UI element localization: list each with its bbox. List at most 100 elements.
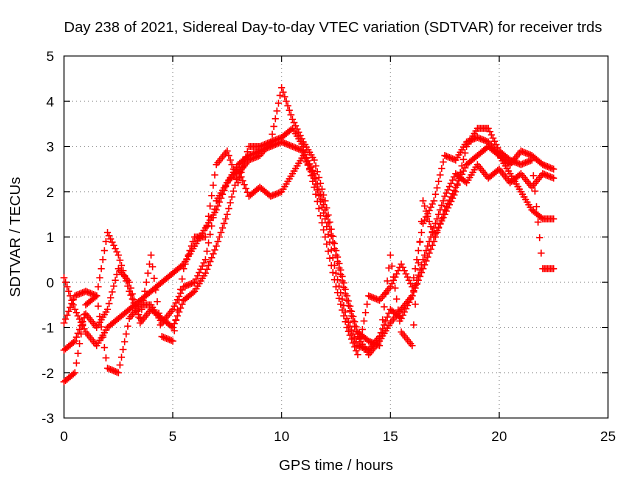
data-point — [338, 306, 346, 314]
data-point — [183, 256, 191, 264]
data-point — [422, 257, 430, 265]
data-point — [444, 204, 452, 212]
data-point — [344, 297, 352, 305]
data-point — [318, 185, 326, 193]
y-tick-label: 3 — [46, 139, 54, 155]
data-point — [116, 361, 124, 369]
data-point — [273, 107, 281, 115]
data-point — [335, 294, 343, 302]
data-point — [118, 353, 126, 361]
data-point — [416, 266, 424, 274]
data-point — [102, 354, 110, 362]
data-point — [181, 260, 189, 268]
data-point — [421, 216, 429, 224]
data-point — [124, 322, 132, 330]
data-point — [121, 338, 129, 346]
data-point — [76, 325, 84, 333]
data-point — [417, 228, 425, 236]
data-point — [323, 204, 331, 212]
data-point — [268, 130, 276, 138]
y-tick-label: -3 — [42, 410, 55, 426]
data-point — [205, 212, 213, 220]
y-tick-label: 4 — [46, 93, 54, 109]
data-point — [380, 321, 388, 329]
data-point — [170, 320, 178, 328]
data-point — [215, 198, 223, 206]
data-point — [343, 292, 351, 300]
data-point — [435, 223, 443, 231]
data-point — [346, 302, 354, 310]
data-point — [397, 260, 405, 268]
data-point — [388, 262, 396, 270]
data-point — [149, 263, 157, 271]
data-point — [169, 324, 177, 331]
data-point — [104, 228, 112, 236]
data-point — [537, 249, 545, 257]
data-point — [304, 160, 312, 168]
data-point — [455, 175, 463, 183]
data-point — [439, 158, 447, 166]
data-point — [72, 309, 80, 317]
data-point — [536, 234, 544, 242]
data-point — [431, 190, 439, 198]
data-point — [393, 295, 401, 303]
data-point — [363, 300, 371, 308]
data-point — [433, 215, 441, 223]
data-point — [150, 274, 158, 282]
data-point — [118, 261, 126, 269]
data-point — [156, 321, 164, 329]
data-point — [187, 242, 195, 250]
data-point — [430, 233, 438, 241]
data-point — [439, 214, 447, 222]
data-point — [346, 322, 354, 330]
data-point — [228, 193, 236, 201]
data-point — [427, 245, 435, 253]
y-tick-label: -2 — [42, 365, 55, 381]
data-point — [229, 165, 237, 173]
data-point — [72, 333, 80, 341]
data-point — [231, 181, 239, 189]
data-point — [127, 284, 135, 292]
data-point — [461, 177, 469, 185]
data-point — [360, 317, 368, 325]
data-point — [334, 253, 342, 261]
data-point — [94, 302, 102, 310]
data-point — [323, 223, 331, 231]
data-point — [122, 330, 130, 338]
data-point — [394, 267, 402, 275]
data-point — [298, 135, 306, 143]
data-point — [341, 318, 349, 326]
data-point — [352, 323, 360, 331]
data-point — [494, 144, 502, 152]
data-point — [271, 115, 279, 123]
data-point — [175, 308, 183, 316]
data-point — [394, 306, 402, 314]
data-point — [436, 220, 444, 228]
data-point — [316, 212, 324, 220]
data-point — [379, 316, 387, 324]
data-point — [435, 177, 443, 185]
data-point — [337, 266, 345, 274]
x-tick-label: 5 — [169, 428, 177, 444]
data-point — [69, 338, 77, 346]
data-point — [178, 261, 186, 269]
data-point — [334, 289, 342, 297]
data-point — [107, 235, 115, 243]
data-point — [428, 200, 436, 208]
data-point — [340, 302, 348, 310]
data-point — [433, 227, 441, 235]
data-point — [421, 202, 429, 210]
data-point — [330, 239, 338, 247]
data-point — [456, 168, 464, 176]
data-point — [147, 251, 155, 259]
data-point — [189, 238, 197, 246]
data-point — [407, 280, 415, 288]
data-point — [312, 162, 320, 170]
data-point — [225, 152, 233, 160]
data-point — [424, 212, 432, 220]
data-point — [438, 164, 446, 172]
data-point — [430, 197, 438, 205]
data-point — [189, 289, 197, 297]
data-point — [292, 122, 300, 130]
